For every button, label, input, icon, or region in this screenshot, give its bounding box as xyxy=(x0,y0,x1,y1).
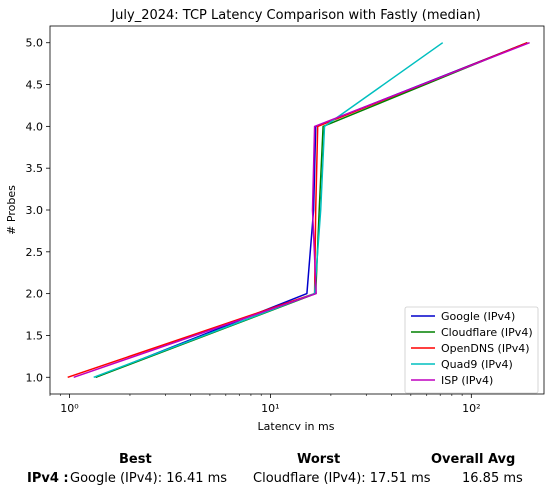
latency-chart: July_2024: TCP Latency Comparison with F… xyxy=(5,8,545,430)
x-tick-label-2: 10² xyxy=(462,402,480,415)
y-tick-label-6: 4.0 xyxy=(26,120,44,133)
legend-label-2: OpenDNS (IPv4) xyxy=(441,342,530,355)
x-tick-label-0: 10⁰ xyxy=(60,402,79,415)
y-tick-label-0: 1.0 xyxy=(26,371,44,384)
legend-label-4: ISP (IPv4) xyxy=(441,374,493,387)
y-tick-label-7: 4.5 xyxy=(26,79,44,92)
summary-worst-value: Cloudflare (IPv4): 17.51 ms xyxy=(253,471,431,486)
legend-label-0: Google (IPv4) xyxy=(441,310,515,323)
summary-best-value: Google (IPv4): 16.41 ms xyxy=(70,471,228,486)
y-tick-label-5: 3.5 xyxy=(26,162,44,175)
x-tick-label-1: 10¹ xyxy=(261,402,279,415)
y-tick-label-2: 2.0 xyxy=(26,288,44,301)
legend-label-3: Quad9 (IPv4) xyxy=(441,358,513,371)
y-tick-label-8: 5.0 xyxy=(26,37,44,50)
y-tick-label-4: 3.0 xyxy=(26,204,44,217)
summary-avg-value: 16.85 ms xyxy=(462,471,523,486)
y-axis-label: # Probes xyxy=(5,185,18,235)
summary-worst-header: Worst xyxy=(297,452,341,467)
legend: Google (IPv4) Cloudflare (IPv4) OpenDNS (I… xyxy=(404,306,539,394)
chart-title: July_2024: TCP Latency Comparison with F… xyxy=(110,8,480,23)
legend-label-1: Cloudflare (IPv4) xyxy=(441,326,533,339)
series-layer xyxy=(67,42,530,379)
summary-best-header: Best xyxy=(119,452,152,467)
legend-box xyxy=(404,306,539,394)
y-tick-label-3: 2.5 xyxy=(26,246,44,259)
x-axis-label: Latency in ms xyxy=(258,420,335,430)
series-line-3 xyxy=(93,42,444,379)
axes-layer: 10⁰ 10¹ 10² 1.0 1.5 2.0 2.5 3.0 3.5 4.0 4.5 5.0 xyxy=(26,25,545,415)
summary-row-label: IPv4 : xyxy=(27,471,69,486)
y-tick-label-1: 1.5 xyxy=(26,329,44,342)
summary-avg-header: Overall Avg xyxy=(431,452,516,467)
series-line-4 xyxy=(73,42,530,379)
